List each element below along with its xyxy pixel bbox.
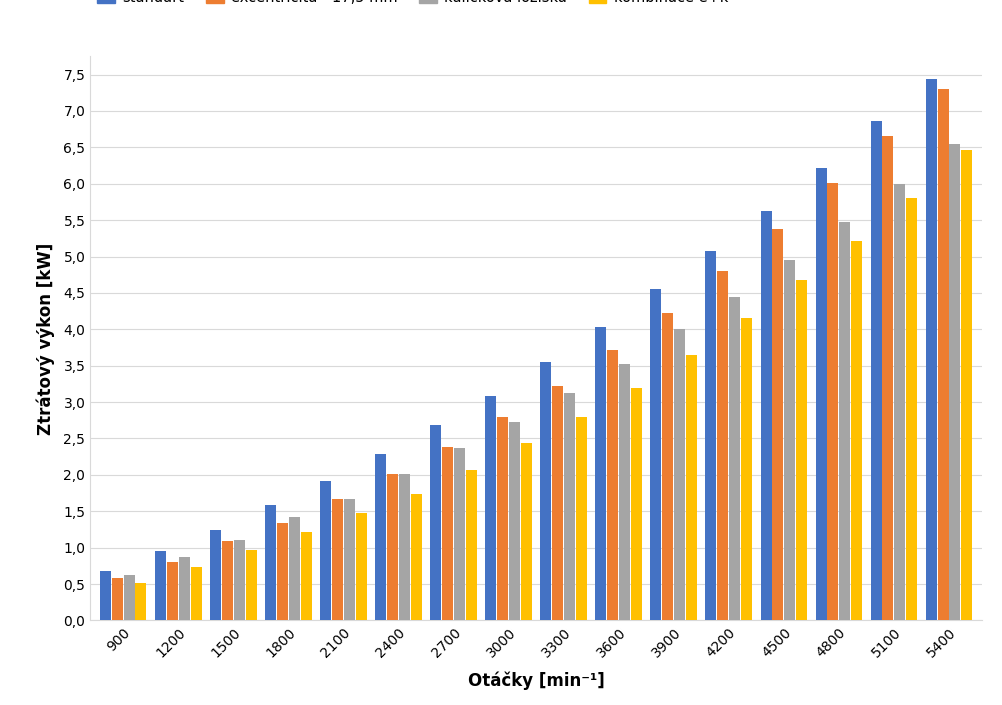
Bar: [741, 319, 752, 620]
Bar: [650, 289, 661, 620]
Bar: [883, 136, 894, 620]
Bar: [356, 513, 367, 620]
Bar: [816, 168, 827, 620]
Bar: [938, 89, 949, 620]
Bar: [552, 386, 563, 620]
Bar: [785, 260, 796, 620]
Bar: [321, 481, 331, 620]
Bar: [466, 470, 477, 620]
Bar: [595, 327, 606, 620]
Bar: [521, 443, 532, 620]
Bar: [705, 251, 716, 620]
Bar: [100, 571, 111, 620]
Bar: [564, 393, 575, 620]
Bar: [442, 447, 453, 620]
Bar: [454, 448, 465, 620]
Bar: [266, 505, 277, 620]
Bar: [344, 499, 355, 620]
X-axis label: Otáčky [min⁻¹]: Otáčky [min⁻¹]: [468, 671, 604, 689]
Bar: [289, 517, 300, 620]
Bar: [123, 575, 134, 620]
Bar: [619, 364, 630, 620]
Bar: [167, 562, 177, 620]
Bar: [961, 149, 972, 620]
Bar: [773, 229, 784, 620]
Bar: [411, 493, 422, 620]
Bar: [871, 121, 882, 620]
Bar: [906, 198, 917, 620]
Legend: standart, excentricita - 17,5 mm, kuličková ložiska, kombinace e+k: standart, excentricita - 17,5 mm, kuličk…: [97, 0, 728, 6]
Bar: [485, 396, 496, 620]
Bar: [796, 280, 807, 620]
Bar: [155, 551, 166, 620]
Bar: [277, 523, 288, 620]
Bar: [717, 271, 728, 620]
Y-axis label: Ztrátový výkon [kW]: Ztrátový výkon [kW]: [36, 243, 55, 434]
Bar: [674, 329, 685, 620]
Bar: [332, 499, 343, 620]
Bar: [430, 425, 441, 620]
Bar: [399, 474, 410, 620]
Bar: [112, 578, 123, 620]
Bar: [828, 183, 839, 620]
Bar: [190, 568, 201, 620]
Bar: [729, 297, 740, 620]
Bar: [221, 541, 232, 620]
Bar: [607, 350, 618, 620]
Bar: [631, 388, 642, 620]
Bar: [245, 550, 257, 620]
Bar: [540, 362, 551, 620]
Bar: [233, 539, 244, 620]
Bar: [375, 455, 386, 620]
Bar: [509, 422, 520, 620]
Bar: [761, 212, 772, 620]
Bar: [387, 474, 398, 620]
Bar: [301, 532, 312, 620]
Bar: [851, 240, 862, 620]
Bar: [840, 221, 851, 620]
Bar: [135, 582, 146, 620]
Bar: [210, 530, 221, 620]
Bar: [178, 557, 189, 620]
Bar: [497, 417, 508, 620]
Bar: [949, 144, 960, 620]
Bar: [662, 312, 673, 620]
Bar: [895, 184, 905, 620]
Bar: [926, 79, 937, 620]
Bar: [576, 417, 587, 620]
Bar: [686, 355, 697, 620]
